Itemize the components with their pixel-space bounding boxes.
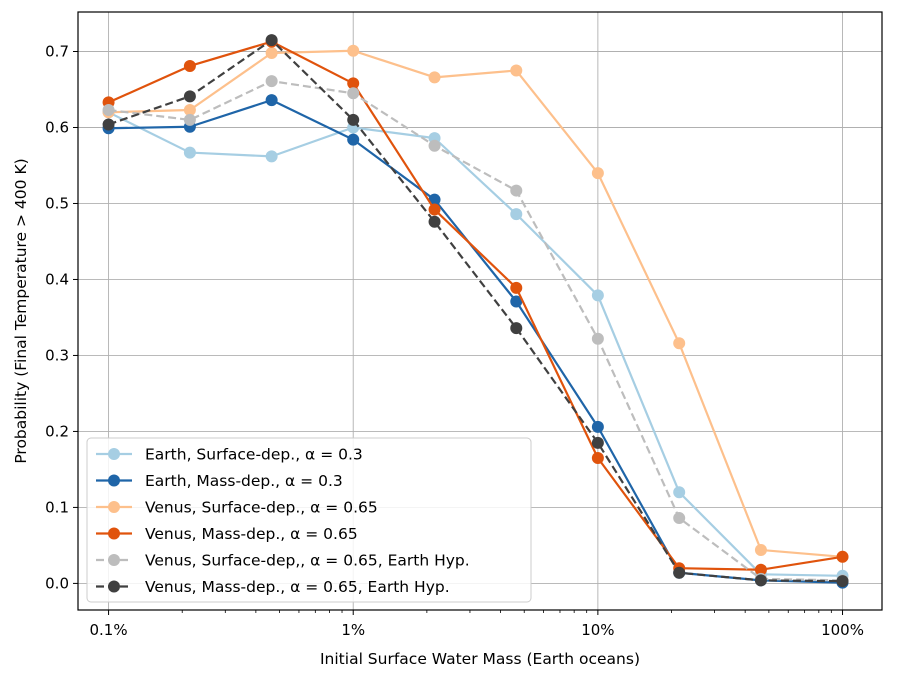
data-point [183,59,196,72]
x-tick-label: 0.1% [90,621,128,639]
data-point [591,332,604,345]
data-point [102,104,115,117]
data-point [754,563,767,576]
data-point [591,420,604,433]
data-point [510,295,523,308]
y-tick-label: 0.2 [45,422,69,440]
data-point [265,75,278,88]
y-tick-label: 0.3 [45,346,69,364]
legend-label: Earth, Surface-dep., α = 0.3 [145,446,363,464]
data-point [347,44,360,57]
data-point [591,436,604,449]
y-tick-label: 0.6 [45,118,69,136]
data-point [347,113,360,126]
series-line [108,39,843,583]
series-line [108,40,843,571]
y-axis-label: Probability (Final Temperature > 400 K) [12,158,30,463]
data-point [673,337,686,350]
series-layer [102,34,849,589]
data-point [428,193,441,206]
data-point [265,150,278,163]
series-line [108,80,843,582]
series-line [108,99,843,584]
data-point [428,203,441,216]
data-point [754,543,767,556]
legend-marker [108,554,120,566]
x-axis-label: Initial Surface Water Mass (Earth oceans… [320,650,640,668]
legend-label: Earth, Mass-dep., α = 0.3 [145,472,343,490]
legend-marker [108,527,120,540]
y-tick-label: 0.7 [45,43,69,61]
legend-item: Earth, Surface-dep., α = 0.3 [96,446,363,464]
legend-item: Venus, Mass-dep., α = 0.65, Earth Hyp. [96,578,450,596]
y-tick-label: 0.1 [45,498,69,516]
x-tick-label: 1% [341,621,365,639]
series-line [108,111,843,577]
data-point [183,146,196,159]
y-tick-label: 0.4 [45,270,69,288]
data-point [754,574,767,587]
y-tick-label: 0.0 [45,574,69,592]
data-point [347,87,360,100]
legend-label: Venus, Mass-dep., α = 0.65, Earth Hyp. [145,578,450,596]
x-tick-label: 10% [581,621,614,639]
data-point [510,208,523,221]
ticks: 0.1% 1% 10% 100% 0.0 0.1 0.2 0.3 0.4 0.5 0.6 0.7 [45,43,864,639]
data-point [510,64,523,77]
legend-marker [108,474,120,487]
legend-box [86,437,532,603]
data-point [428,139,441,152]
x-tick-label: 100% [821,621,864,639]
data-point [836,575,849,588]
legend-item: Venus, Surface-dep., α = 0.65 [96,499,378,517]
y-tick-label: 0.5 [45,194,69,212]
data-point [428,71,441,84]
series-line [108,49,843,558]
data-point [265,47,278,60]
legend-label: Venus, Mass-dep., α = 0.65 [145,525,358,543]
data-point [428,215,441,228]
data-point [591,289,604,302]
data-point [836,550,849,563]
legend-label: Venus, Surface-dep,, α = 0.65, Earth Hyp… [145,552,470,570]
data-point [183,90,196,103]
legend-label: Venus, Surface-dep., α = 0.65 [145,499,378,517]
data-point [347,77,360,90]
data-point [102,118,115,131]
plot-frame [77,11,883,611]
legend-item: Venus, Mass-dep., α = 0.65 [96,525,358,543]
data-point [591,167,604,180]
legend-item: Venus, Surface-dep,, α = 0.65, Earth Hyp… [96,552,470,570]
legend-marker [108,580,120,593]
data-point [265,94,278,107]
legend-marker [108,448,120,460]
data-point [347,133,360,146]
legend: Earth, Surface-dep., α = 0.3 Earth, Mass-… [86,437,532,603]
data-point [510,184,523,197]
data-point [265,34,278,47]
series-6 [102,34,849,588]
data-point [183,113,196,126]
data-point [183,104,196,117]
legend-item: Earth, Mass-dep., α = 0.3 [96,472,343,490]
legend-marker [108,501,120,513]
data-point [510,322,523,335]
data-point [591,452,604,465]
data-point [510,281,523,294]
data-point [673,486,686,499]
data-point [673,566,686,579]
data-point [673,512,686,525]
